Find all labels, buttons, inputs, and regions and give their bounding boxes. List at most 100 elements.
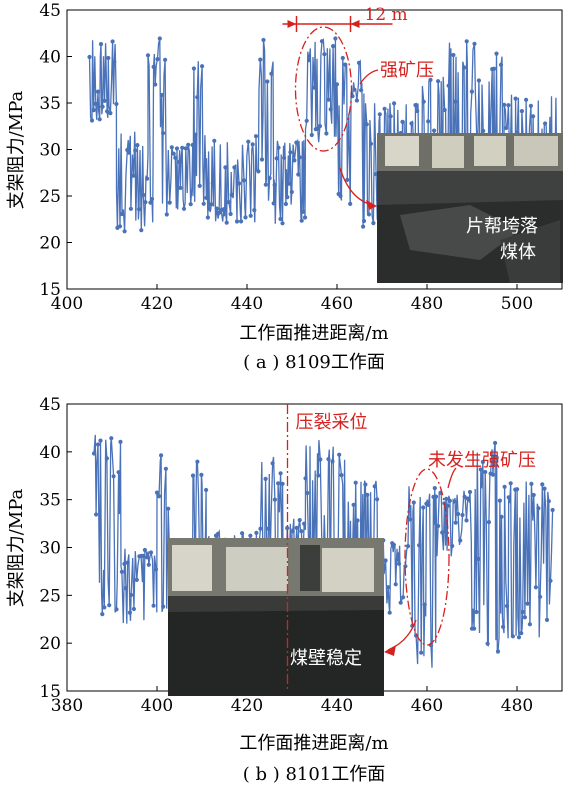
data-point <box>102 98 107 103</box>
data-point <box>154 490 160 495</box>
data-point <box>190 473 196 478</box>
data-point <box>529 481 534 486</box>
data-point <box>146 562 151 567</box>
data-point <box>524 97 529 102</box>
data-point <box>188 202 193 207</box>
no-strong-pressure-ellipse <box>404 468 450 646</box>
data-point <box>296 172 301 177</box>
data-point <box>421 99 426 104</box>
data-point <box>542 486 547 491</box>
data-point <box>267 176 272 181</box>
data-point <box>462 494 467 499</box>
data-point <box>133 148 138 153</box>
data-point <box>436 79 441 84</box>
data-point <box>95 89 101 94</box>
data-point <box>382 106 387 111</box>
data-point <box>494 51 499 56</box>
data-point <box>421 505 426 510</box>
data-point <box>283 201 288 207</box>
data-point <box>304 118 309 123</box>
data-point <box>326 97 331 102</box>
data-point <box>302 521 307 526</box>
data-point <box>276 145 281 150</box>
data-point <box>153 82 158 87</box>
data-point <box>228 211 233 217</box>
data-point <box>548 578 553 583</box>
data-point <box>472 626 477 631</box>
data-point <box>180 145 185 150</box>
data-point <box>351 502 356 507</box>
data-point <box>510 634 515 639</box>
data-point <box>301 209 306 214</box>
data-point <box>340 55 345 61</box>
data-point <box>497 498 502 503</box>
x-tick-label: 460 <box>321 294 353 314</box>
data-point <box>110 39 115 44</box>
data-point <box>285 526 290 531</box>
data-point <box>159 453 164 458</box>
data-point <box>191 66 196 71</box>
data-point <box>452 499 457 504</box>
data-point <box>506 495 511 500</box>
data-point <box>393 582 398 587</box>
data-point <box>129 592 134 598</box>
data-point <box>261 37 266 43</box>
data-point <box>544 617 550 623</box>
data-point <box>256 169 261 174</box>
y-tick-label: 40 <box>39 48 61 68</box>
data-point <box>232 165 237 170</box>
data-point <box>338 193 343 199</box>
data-point <box>312 85 317 90</box>
data-point <box>422 602 427 607</box>
data-point <box>294 525 299 531</box>
data-point <box>426 502 431 507</box>
data-point <box>119 211 125 217</box>
fracture-position-label: 压裂采位 <box>296 412 368 433</box>
data-point <box>460 512 465 518</box>
data-point <box>239 219 244 224</box>
data-point <box>282 155 287 160</box>
data-point <box>458 538 463 543</box>
data-point <box>161 604 166 609</box>
y-tick-label: 25 <box>39 187 61 207</box>
data-point <box>89 118 95 123</box>
data-point <box>502 484 507 489</box>
data-point <box>540 482 545 487</box>
data-point <box>221 207 226 212</box>
data-point <box>442 107 447 113</box>
data-point <box>278 471 283 476</box>
data-point <box>502 102 507 107</box>
data-point <box>486 520 491 525</box>
data-point <box>531 492 536 498</box>
data-point <box>339 473 344 478</box>
data-point <box>144 555 150 560</box>
data-point <box>226 200 231 205</box>
panel-b-x-ticks: 380 400 420 440 460 480 <box>51 686 533 716</box>
data-point <box>348 201 353 206</box>
panel-b-inset-photo: 煤壁稳定 <box>168 538 384 696</box>
data-point <box>408 517 413 522</box>
data-point <box>139 228 144 233</box>
data-point <box>163 57 168 62</box>
data-point <box>166 506 171 511</box>
data-point <box>229 192 234 197</box>
data-point <box>294 140 299 145</box>
data-point <box>116 470 121 475</box>
data-point <box>280 481 285 486</box>
data-point <box>467 489 473 495</box>
x-tick-label: 480 <box>501 696 533 716</box>
data-point <box>536 506 541 511</box>
data-point <box>94 512 99 517</box>
data-point <box>352 87 357 92</box>
data-point <box>305 490 310 496</box>
data-point <box>148 200 153 205</box>
data-point <box>343 62 348 67</box>
data-point <box>289 189 294 195</box>
data-point <box>436 523 441 529</box>
data-point <box>383 558 388 563</box>
y-tick-label: 35 <box>39 491 61 511</box>
data-point <box>287 181 292 186</box>
data-point <box>495 649 501 654</box>
data-point <box>464 518 469 523</box>
